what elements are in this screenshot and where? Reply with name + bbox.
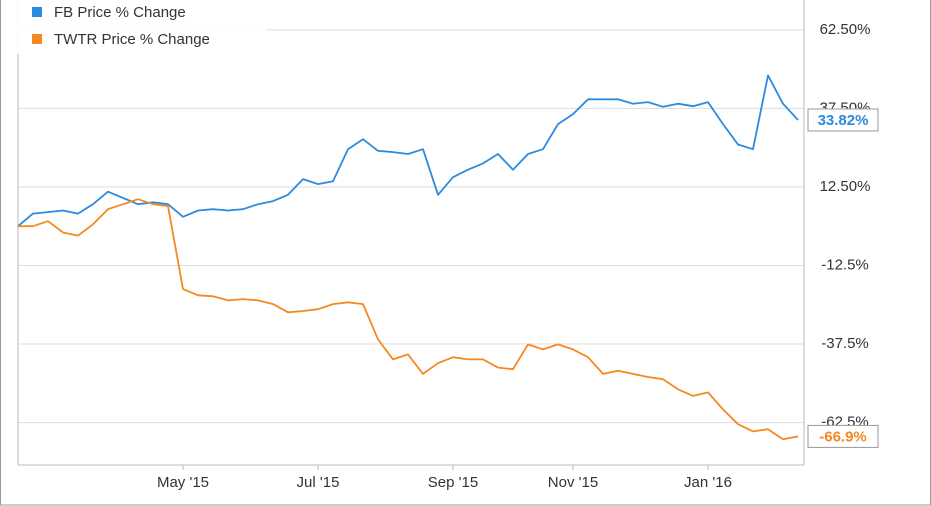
end-label-box [807, 424, 879, 448]
x-tick-label: Sep '15 [428, 474, 478, 491]
x-tick-label: May '15 [157, 474, 209, 491]
x-tick-label: Jul '15 [297, 474, 340, 491]
y-tick-label: 12.50% [820, 178, 871, 195]
legend-label: FB Price % Change [54, 4, 186, 21]
y-tick-label: -12.5% [821, 256, 869, 273]
series-line [18, 198, 799, 441]
y-tick-label: -37.5% [821, 335, 869, 352]
legend-box [16, 0, 266, 54]
end-label-box [807, 108, 879, 132]
x-tick-label: Jan '16 [684, 474, 732, 491]
end-label: -66.9% [819, 428, 867, 445]
end-label: 33.82% [818, 112, 869, 129]
y-tick-label: 62.50% [820, 21, 871, 38]
legend-swatch [32, 34, 42, 44]
x-tick-label: Nov '15 [548, 474, 598, 491]
series-line [17, 74, 799, 227]
legend-label: TWTR Price % Change [54, 31, 210, 48]
legend-swatch [32, 7, 42, 17]
